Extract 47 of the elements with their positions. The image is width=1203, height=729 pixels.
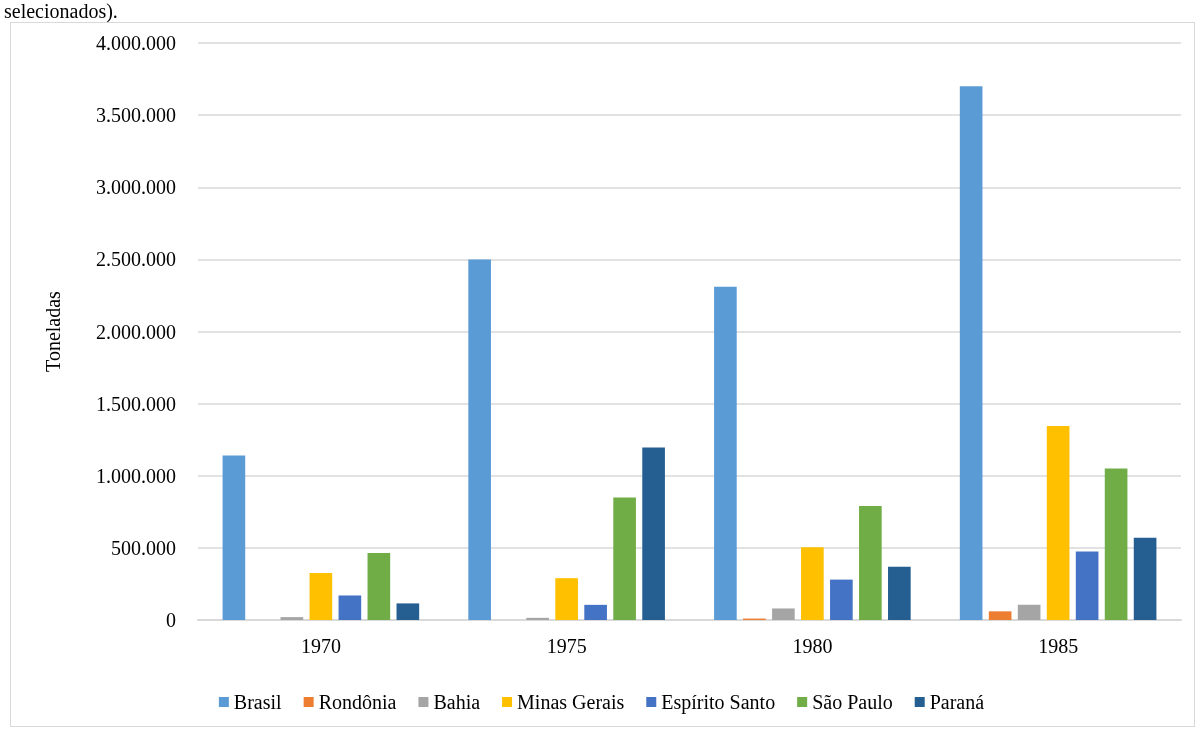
bar (222, 455, 246, 620)
bar (1133, 537, 1157, 620)
y-tick-label: 1.000.000 (96, 464, 176, 487)
legend-label: Rondônia (318, 691, 397, 713)
y-tick-label: 3.000.000 (96, 176, 176, 199)
legend-label: Paraná (929, 691, 985, 713)
bar (1075, 551, 1099, 620)
bar (714, 286, 737, 620)
bar (988, 611, 1012, 620)
bar (367, 552, 391, 620)
bar (309, 573, 333, 620)
y-tick-label: 2.000.000 (96, 320, 176, 343)
bar (1017, 604, 1041, 620)
legend-label: São Paulo (812, 691, 893, 713)
bar (280, 617, 304, 620)
bar (830, 579, 853, 620)
bar (1104, 468, 1128, 620)
legend-label: Espírito Santo (661, 691, 776, 714)
x-tick-label: 1980 (792, 635, 833, 657)
bar (584, 604, 607, 620)
x-tick-label: 1985 (1038, 635, 1079, 657)
bar (959, 86, 983, 620)
bar (396, 603, 420, 620)
legend-label: Bahia (433, 691, 481, 713)
bar (468, 259, 491, 620)
y-tick-label: 0 (166, 609, 176, 631)
bar (801, 547, 824, 620)
bar (1046, 425, 1070, 620)
bar (338, 595, 362, 620)
y-tick-label: 500.000 (111, 536, 176, 559)
bar (888, 566, 911, 620)
y-axis-title: Toneladas (42, 290, 64, 372)
bar (859, 506, 882, 620)
y-tick-label: 3.500.000 (96, 104, 176, 127)
bar (613, 497, 636, 620)
legend-label: Minas Gerais (517, 691, 625, 713)
x-tick-label: 1970 (300, 635, 341, 657)
y-tick-label: 1.500.000 (96, 392, 176, 415)
text: selecionados). (4, 0, 118, 23)
x-tick-label: 1975 (546, 635, 587, 657)
y-tick-label: 4.000.000 (96, 32, 176, 54)
bar (642, 447, 665, 620)
y-tick-label: 2.500.000 (96, 248, 176, 271)
legend-label: Brasil (233, 691, 283, 713)
bar (772, 608, 795, 620)
bar (526, 617, 549, 620)
bar (555, 578, 578, 620)
